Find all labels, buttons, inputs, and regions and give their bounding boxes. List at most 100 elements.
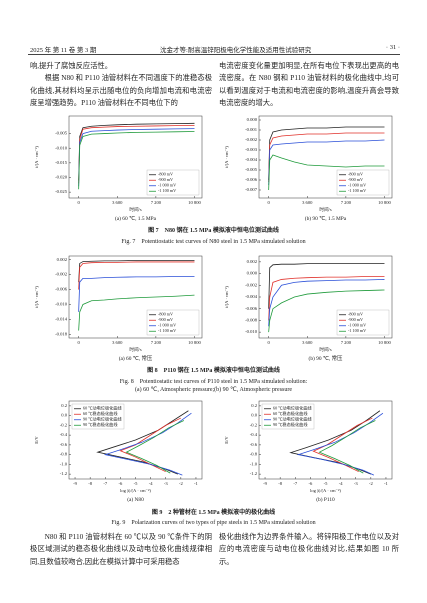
legend-box: [261, 403, 315, 430]
x-tick-label: -8: [88, 481, 93, 486]
legend-label: -1 100 mV: [158, 188, 176, 193]
legend-box: [146, 309, 200, 336]
y-tick-label: -0.4: [60, 432, 68, 437]
y-tick-label: -0.007: [245, 187, 258, 192]
legend-label: -900 mV: [158, 177, 173, 182]
series-line: [268, 139, 385, 186]
legend-label: -800 mV: [348, 312, 363, 317]
x-tick-label: -4: [339, 481, 344, 486]
legend-label: -1 000 mV: [158, 323, 176, 328]
series-line: [78, 260, 195, 283]
series-line: [78, 276, 195, 312]
series-line: [78, 294, 195, 331]
series-line: [312, 417, 373, 473]
figure-caption-en: Fig. 8 Potentiostatic test curves of P11…: [119, 379, 308, 385]
x-tick-label: 0: [78, 340, 81, 345]
text-column: 响,提升了腐蚀反应活性。 根据 N80 和 P110 油管材料在不同温度下的准稳…: [30, 60, 212, 110]
series-line: [268, 289, 385, 333]
series-line: [318, 420, 376, 474]
page-number: · 31 ·: [385, 44, 400, 51]
x-tick-label: 3 600: [112, 340, 123, 345]
y-axis-label: i/(A · cm⁻²): [224, 286, 229, 308]
x-tick-label: -2: [369, 481, 374, 486]
x-tick-label: -5: [324, 481, 329, 486]
x-tick-label: -1: [194, 481, 199, 486]
legend-label: 60 ℃动电位极化曲线: [273, 405, 313, 412]
y-tick-label: 0.002: [57, 257, 68, 262]
paragraph: 电流密度变化量更加明显,在所有电位下表现出更高的电流密度。在 N80 钢和 P1…: [219, 61, 399, 108]
legend-box: [71, 403, 125, 430]
legend-box: [336, 309, 390, 336]
y-tick-label: -0.2: [60, 422, 68, 427]
y-axis-label: E/V: [34, 436, 39, 444]
legend-label: -800 mV: [158, 312, 173, 317]
y-tick-label: -0.018: [55, 331, 68, 336]
x-tick-label: 0: [268, 200, 271, 205]
legend-label: -800 mV: [158, 172, 173, 177]
series-line: [78, 128, 195, 187]
paragraph: 根据 N80 和 P110 油管材料在不同温度下的准稳态极化曲线,其材料均呈示出…: [30, 73, 212, 108]
panel-caption: (a) 60 ℃, 常压: [119, 354, 153, 362]
plot-frame: [68, 255, 203, 339]
text-column: 极化曲线作为边界条件输入。将锌阳极工作电位以及对应的电流密度与动电位极化曲线对比…: [219, 531, 399, 568]
y-tick-label: -0.025: [55, 189, 68, 194]
y-tick-label: -0.010: [55, 145, 68, 150]
legend-label: 60 ℃稳态极化曲线: [273, 410, 308, 417]
y-axis-label: E/V: [224, 436, 229, 444]
figure-caption-en: (a) 60 ℃, Atmospheric pressure;(b) 90 ℃,…: [134, 387, 293, 393]
x-tick-label: -9: [73, 481, 78, 486]
y-tick-label: -1.0: [60, 461, 68, 466]
series-line: [268, 263, 385, 309]
paragraph: N80 和 P110 油管材料在 60 ℃以及 90 ℃条件下的阴极区域测试的稳…: [30, 532, 212, 566]
y-tick-label: -0.008: [245, 317, 258, 322]
figure-caption: 图 9 2 种管材在 1.5 MPa 模拟液中的极化曲线: [151, 510, 276, 516]
y-tick-label: 0.0: [61, 413, 67, 418]
series-line: [78, 124, 195, 184]
series-line: [268, 132, 385, 183]
y-axis-label: i/(A · cm⁻²): [34, 286, 39, 308]
y-tick-label: -0.015: [55, 160, 68, 165]
legend-label: -900 mV: [348, 317, 363, 322]
x-tick-label: 0: [268, 340, 271, 345]
y-tick-label: -1.0: [250, 461, 258, 466]
y-tick-label: 0.000: [247, 117, 258, 122]
x-axis-label: 时间/s: [129, 206, 141, 213]
panel-caption: (b) 90 ℃, 1.5 MPa: [305, 215, 347, 222]
x-tick-label: -8: [278, 481, 283, 486]
plot-frame: [68, 115, 203, 199]
legend-label: 90 ℃动电位极化曲线: [273, 416, 313, 423]
y-tick-label: -0.006: [245, 177, 258, 182]
header-rule: [28, 54, 400, 55]
x-tick-label: 7 200: [341, 340, 352, 345]
x-tick-label: 10 800: [378, 340, 391, 345]
y-tick-label: -0.002: [245, 137, 258, 142]
y-tick-label: -0.005: [245, 167, 258, 172]
figure-caption-en: Fig. 7 Potentiostatic test curves of N80…: [121, 239, 306, 245]
text-column: 电流密度变化量更加明显,在所有电位下表现出更高的电流密度。在 N80 钢和 P1…: [219, 60, 399, 110]
legend-label: -1 000 mV: [348, 183, 366, 188]
legend-label: -900 mV: [348, 177, 363, 182]
series-line: [268, 154, 385, 191]
y-tick-label: 0.0: [251, 413, 257, 418]
x-axis-label: 时间/s: [319, 206, 331, 213]
figure-caption: 图 8 P110 钢在 1.5 MPa 模拟液中恒电位测试曲线: [147, 368, 280, 374]
legend-label: 90 ℃稳态极化曲线: [273, 421, 308, 428]
panel-caption: (b) P110: [316, 496, 335, 503]
x-tick-label: 10 800: [188, 200, 201, 205]
x-tick-label: -1: [384, 481, 389, 486]
chart: 0.2 0.0 -0.2 -0.4 -0.6 -0.8 -1.0 -1.2 -9 -8 -7 -6 -5…: [34, 400, 203, 503]
x-tick-label: 10 800: [378, 200, 391, 205]
running-title: 沈金才等:耐高温锌阳极电化学性能及适用性试验研究: [160, 47, 312, 54]
series-line: [119, 417, 182, 473]
legend-label: -1 100 mV: [158, 328, 176, 333]
figure-caption: 图 7 N80 钢在 1.5 MPa 模拟液中恒电位测试曲线: [148, 228, 279, 234]
paragraph: 响,提升了腐蚀反应活性。: [30, 61, 113, 70]
y-tick-label: -0.014: [55, 316, 68, 321]
y-tick-label: -0.003: [245, 147, 258, 152]
y-tick-label: -0.001: [245, 127, 258, 132]
legend-label: -800 mV: [348, 172, 363, 177]
y-tick-label: -1.2: [250, 471, 258, 476]
y-tick-label: -0.8: [60, 452, 68, 457]
chart: 0.000 -0.001 -0.002 -0.003 -0.004 -0.005 -0.00…: [224, 115, 393, 222]
